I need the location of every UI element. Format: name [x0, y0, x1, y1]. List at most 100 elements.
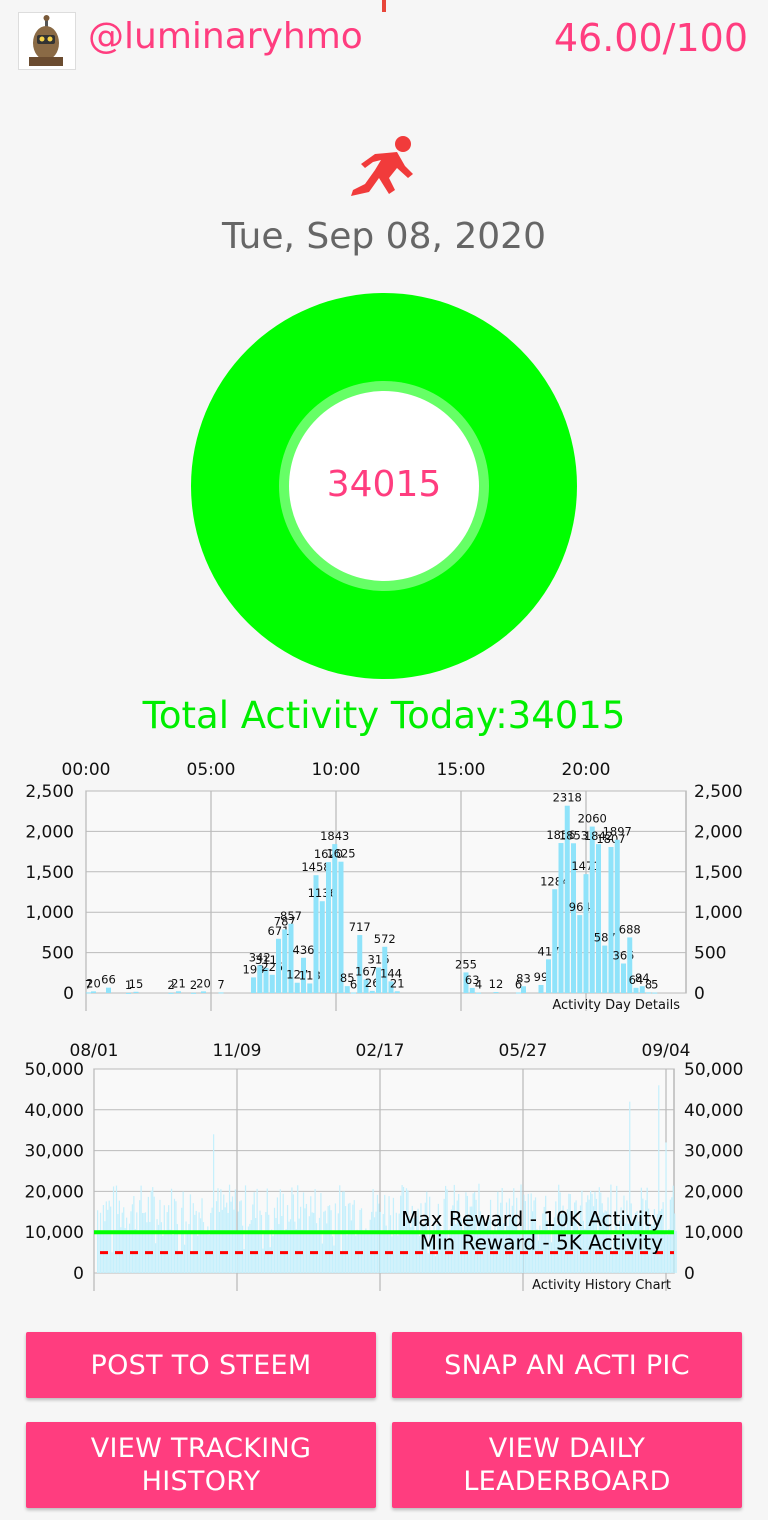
bar-value-label: 572 [374, 932, 396, 946]
day-bar [596, 844, 601, 993]
bar-value-label: 66 [101, 973, 116, 987]
history-bar [604, 1210, 606, 1273]
history-bar [611, 1253, 613, 1273]
history-bar [608, 1234, 611, 1273]
day-bar [106, 987, 111, 993]
username[interactable]: @luminaryhmo [88, 16, 363, 57]
history-bar [558, 1184, 560, 1273]
history-bar [605, 1211, 608, 1273]
history-bar [337, 1213, 339, 1273]
history-bar [117, 1214, 119, 1273]
day-bar [521, 986, 526, 993]
history-bar [278, 1224, 280, 1273]
day-bar [86, 992, 91, 994]
day-bar [538, 985, 544, 993]
history-bar [263, 1233, 265, 1273]
history-bar [173, 1198, 176, 1273]
history-bar [436, 1224, 438, 1273]
history-bar [648, 1208, 650, 1273]
history-bar [160, 1222, 163, 1273]
activity-history-chart: 08/01 11/09 02/17 05/27 09/04 0 0 10,000 10,000 2… [0, 1036, 768, 1296]
history-bar [481, 1216, 483, 1273]
history-bar [221, 1209, 223, 1273]
post-to-steem-button[interactable]: POST TO STEEM [26, 1332, 376, 1398]
history-bar [566, 1209, 569, 1273]
day-bar [646, 992, 651, 994]
history-bar [613, 1237, 615, 1273]
history-bar [598, 1187, 600, 1273]
history-bar [257, 1231, 260, 1273]
history-bar [140, 1185, 142, 1273]
history-bar [392, 1197, 395, 1273]
history-bar [126, 1217, 128, 1273]
history-bar [243, 1248, 245, 1273]
bar-value-label: 1842 [584, 829, 613, 843]
day-bar [388, 981, 394, 993]
history-bar [607, 1197, 609, 1273]
bar-value-label: 2060 [578, 812, 607, 826]
bar-value-label: 20 [86, 976, 101, 990]
x-tick-label: 11/09 [213, 1041, 262, 1061]
bar-value-label: 255 [455, 957, 477, 971]
day-bar [307, 983, 313, 993]
history-bar [510, 1217, 512, 1273]
history-bar [563, 1213, 566, 1273]
history-bar [131, 1204, 134, 1273]
history-bar [439, 1222, 441, 1273]
history-bar [163, 1205, 165, 1273]
history-bar [620, 1207, 622, 1273]
x-tick-label: 05:00 [187, 760, 236, 780]
history-bar [549, 1215, 551, 1273]
history-bar [533, 1200, 535, 1273]
day-bar [276, 938, 281, 993]
history-bar [198, 1212, 200, 1273]
bar-value-label: 717 [349, 920, 371, 934]
history-bar [304, 1208, 306, 1273]
history-bar [543, 1206, 545, 1273]
history-bar [130, 1211, 132, 1273]
bar-value-label: 26 [365, 976, 380, 990]
history-bar [475, 1199, 477, 1273]
history-bar [455, 1224, 457, 1273]
robot-avatar-icon[interactable] [18, 12, 76, 70]
history-bar [552, 1224, 554, 1273]
day-bar [363, 979, 369, 993]
history-bar [460, 1219, 463, 1273]
history-bar [634, 1212, 637, 1273]
history-bar [127, 1232, 129, 1273]
history-bar [259, 1210, 261, 1273]
history-bar [139, 1200, 141, 1273]
y-tick-label-right: 50,000 [684, 1060, 743, 1080]
bar-value-label: 1897 [603, 825, 632, 839]
x-tick-label: 08/01 [70, 1041, 119, 1061]
history-bar [666, 1234, 669, 1273]
bar-value-label: 83 [516, 971, 531, 985]
history-bar [542, 1213, 544, 1273]
history-bar [452, 1205, 454, 1273]
ring-value: 34015 [326, 464, 442, 505]
history-bar [659, 1210, 661, 1273]
bar-value-label: 12 [489, 977, 504, 991]
view-tracking-history-button[interactable]: VIEW TRACKING HISTORY [26, 1422, 376, 1508]
bar-value-label: 857 [280, 909, 302, 923]
history-bar [289, 1219, 292, 1273]
bar-value-label: 342 [249, 950, 271, 964]
history-bar [649, 1230, 651, 1273]
history-bar [469, 1206, 471, 1273]
history-bar [288, 1221, 290, 1273]
history-bar [313, 1212, 315, 1273]
day-bar [546, 959, 551, 993]
view-daily-leaderboard-button[interactable]: VIEW DAILY LEADERBOARD [392, 1422, 742, 1508]
history-bar [505, 1202, 508, 1273]
history-bar [534, 1197, 537, 1273]
history-bar [349, 1202, 351, 1273]
history-bar [373, 1217, 376, 1273]
day-bar [133, 991, 139, 993]
history-bar [331, 1236, 334, 1273]
history-bar [324, 1210, 326, 1273]
history-bar [468, 1217, 470, 1273]
bar-value-label: 21 [171, 976, 186, 990]
snap-acti-pic-button[interactable]: SNAP AN ACTI PIC [392, 1332, 742, 1398]
history-bar [397, 1235, 399, 1273]
history-bar [382, 1214, 384, 1273]
